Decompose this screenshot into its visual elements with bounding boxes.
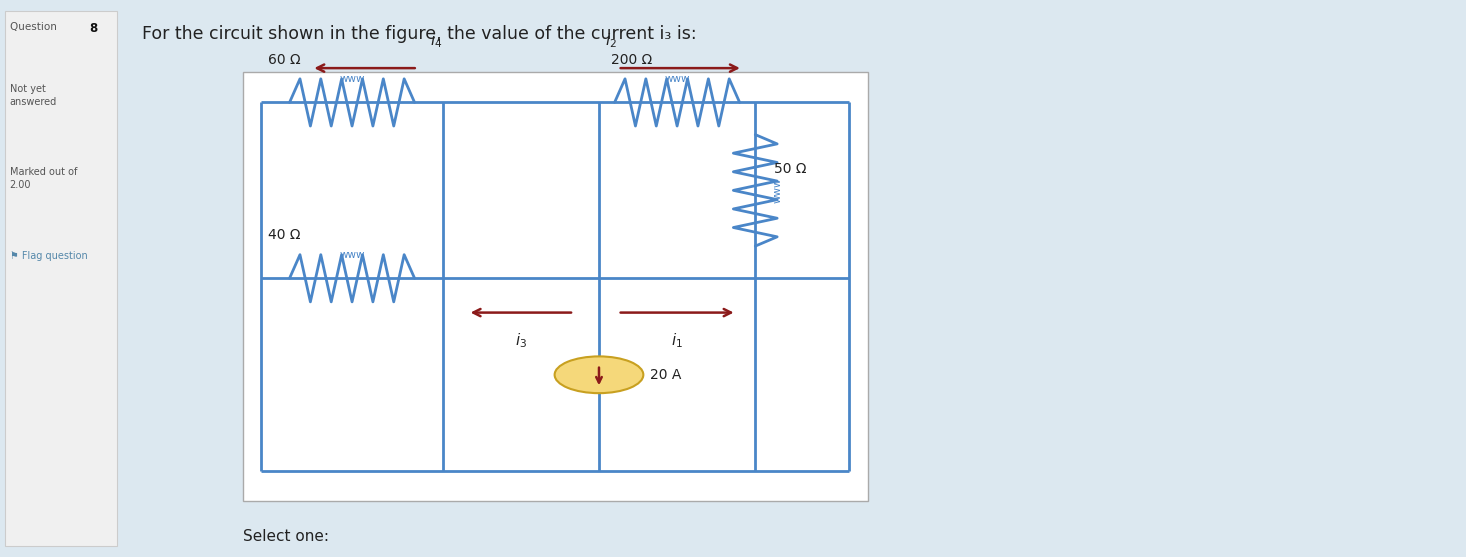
Text: 20 A: 20 A [649, 368, 682, 382]
FancyBboxPatch shape [4, 11, 117, 546]
Text: www: www [339, 250, 365, 260]
Text: Marked out of
2.00: Marked out of 2.00 [10, 167, 78, 190]
Text: 200 Ω: 200 Ω [611, 52, 652, 66]
Text: $i_4$: $i_4$ [430, 31, 443, 50]
Text: www: www [664, 74, 690, 84]
Text: Select one:: Select one: [243, 529, 328, 544]
Text: 8: 8 [89, 22, 97, 35]
Text: $i_2$: $i_2$ [605, 31, 617, 50]
Text: 40 Ω: 40 Ω [268, 228, 301, 242]
Text: $i_3$: $i_3$ [515, 331, 526, 350]
Text: 50 Ω: 50 Ω [774, 162, 806, 176]
Circle shape [554, 356, 644, 393]
Text: Question: Question [10, 22, 60, 32]
Text: 60 Ω: 60 Ω [268, 52, 301, 66]
Text: Not yet
answered: Not yet answered [10, 84, 57, 107]
Text: ⚑ Flag question: ⚑ Flag question [10, 251, 88, 261]
Text: $i_1$: $i_1$ [671, 331, 683, 350]
FancyBboxPatch shape [243, 72, 868, 501]
Text: www: www [339, 74, 365, 84]
Text: www: www [773, 178, 783, 203]
Text: For the circuit shown in the figure, the value of the current i₃ is:: For the circuit shown in the figure, the… [142, 25, 696, 43]
